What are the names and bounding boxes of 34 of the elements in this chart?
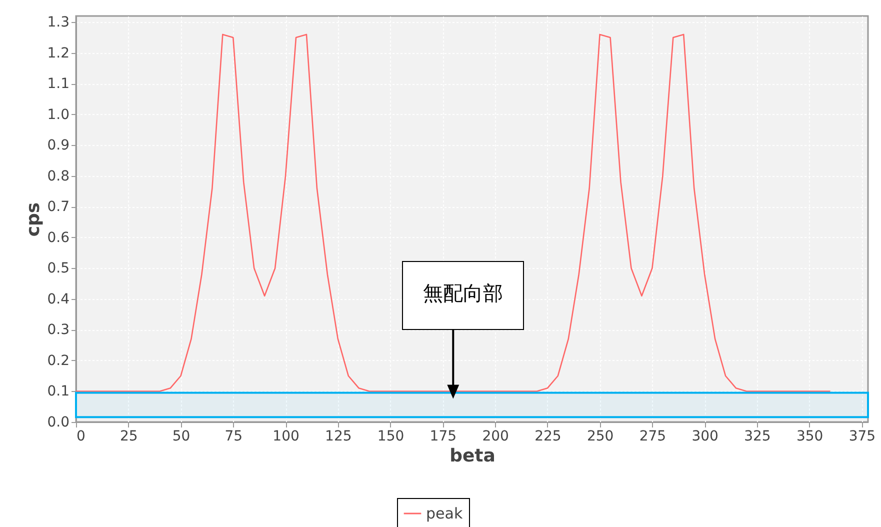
x-tick-label: 125 [325,428,352,444]
y-axis-title: cps [23,202,44,237]
x-tick-label: 250 [586,428,614,444]
y-tick-label: 0.2 [47,352,70,369]
y-tick-label: 1.0 [47,106,70,123]
x-tick-label: 200 [482,428,509,444]
x-tick-label: 100 [272,428,300,444]
x-tick-label: 325 [744,428,771,444]
legend-label: peak [426,504,463,522]
y-tick-label: 1.1 [47,76,70,92]
x-tick-label: 275 [639,428,666,444]
y-tick-label: 0.4 [47,291,70,308]
y-tick-label: 0.7 [47,199,70,216]
x-tick-label: 225 [534,428,562,444]
x-tick-label: 0 [76,428,86,444]
x-tick-label: 175 [430,428,457,444]
x-tick-label: 150 [377,428,404,444]
y-tick-label: 0.0 [47,414,70,430]
y-tick-label: 0.9 [47,138,70,154]
x-tick-label: 75 [224,428,243,444]
x-tick-label: 350 [796,428,824,444]
y-tick-label: 1.2 [47,45,70,62]
y-tick-label: 0.3 [47,322,70,338]
x-tick-label: 50 [172,428,190,444]
y-tick-label: 0.6 [47,230,70,246]
y-tick-label: 0.5 [47,260,70,277]
annotation: 無配向部 [402,260,524,330]
x-tick-label: 375 [848,428,876,444]
y-tick-label: 0.1 [47,384,70,400]
y-tick-label: 0.8 [47,168,70,184]
x-tick-label: 300 [692,428,718,444]
y-tick-label: 1.3 [47,14,70,31]
x-axis-title: beta [450,446,496,466]
x-tick-label: 25 [120,428,138,444]
